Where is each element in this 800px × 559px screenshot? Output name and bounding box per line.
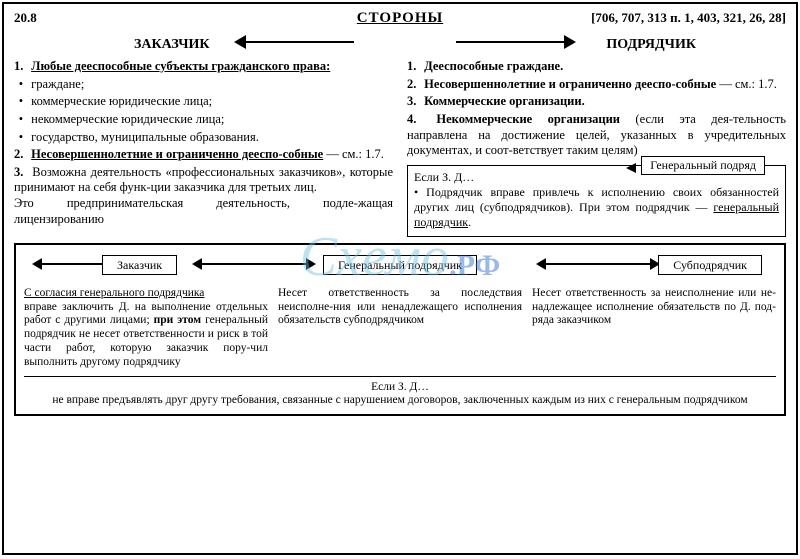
list-item: • некоммерческие юридические лица; [14, 112, 393, 128]
arrow-row: ЗАКАЗЧИК ПОДРЯДЧИК [14, 31, 786, 57]
general-contract-body: Если З. Д…• Подрядчик вправе привлечь к … [414, 170, 779, 230]
chain-arrow-3 [538, 263, 658, 265]
contractor-column: 1. Дееспособные граждане. 2. Несовершенно… [407, 59, 786, 237]
arrow-left [244, 41, 354, 43]
list-item: • граждане; [14, 77, 393, 93]
chain-arrow-1 [34, 263, 106, 265]
list-item: • коммерческие юридические лица; [14, 94, 393, 110]
page: 20.8 [706, 707, 313 п. 1, 403, 321, 26, … [2, 2, 798, 555]
node-customer: Заказчик [102, 255, 177, 275]
relations-columns: С согласия генерального подрядчикавправе… [24, 287, 776, 370]
label-customer: ЗАКАЗЧИК [134, 37, 210, 53]
relations-footer: Если З. Д…не вправе предъявлять друг дру… [24, 376, 776, 409]
list-item: 1. Дееспособные граждане. [407, 59, 786, 75]
rel-col-2: Несет ответственность за последствия неи… [278, 287, 522, 328]
list-item: 4. Некоммерческие организации (если эта … [407, 112, 786, 159]
chain-row: Заказчик Генеральный подрядчик Субподряд… [24, 251, 776, 281]
relations-box: Заказчик Генеральный подрядчик Субподряд… [14, 243, 786, 416]
list-item: • государство, муниципальные образования… [14, 130, 393, 146]
list-item: 2. Несовершеннолетние и ограниченно деес… [407, 77, 786, 93]
customer-column: 1. Любые дееспособные субъекты гражданск… [14, 59, 393, 237]
rel-col-1: С согласия генерального подрядчикавправе… [24, 287, 268, 370]
section-number: 20.8 [14, 10, 37, 26]
general-contract-box: Генеральный подряд Если З. Д…• Подрядчик… [407, 165, 786, 237]
list-item: 2. Несовершеннолетние и ограниченно деес… [14, 147, 393, 163]
node-general-contractor: Генеральный подрядчик [323, 255, 477, 275]
list-item: 1. Любые дееспособные субъекты гражданск… [14, 59, 393, 75]
references: [706, 707, 313 п. 1, 403, 321, 26, 28] [591, 10, 786, 26]
node-subcontractor: Субподрядчик [658, 255, 762, 275]
label-contractor: ПОДРЯДЧИК [606, 37, 696, 53]
general-contract-title: Генеральный подряд [641, 156, 765, 175]
arrow-right [456, 41, 566, 43]
list-item: 3. Возможна деятельность «профессиональн… [14, 165, 393, 228]
chain-arrow-2 [194, 263, 314, 265]
rel-col-3: Несет ответственность за неисполнение ил… [532, 287, 776, 328]
list-item: 3. Коммерческие организации. [407, 94, 786, 110]
